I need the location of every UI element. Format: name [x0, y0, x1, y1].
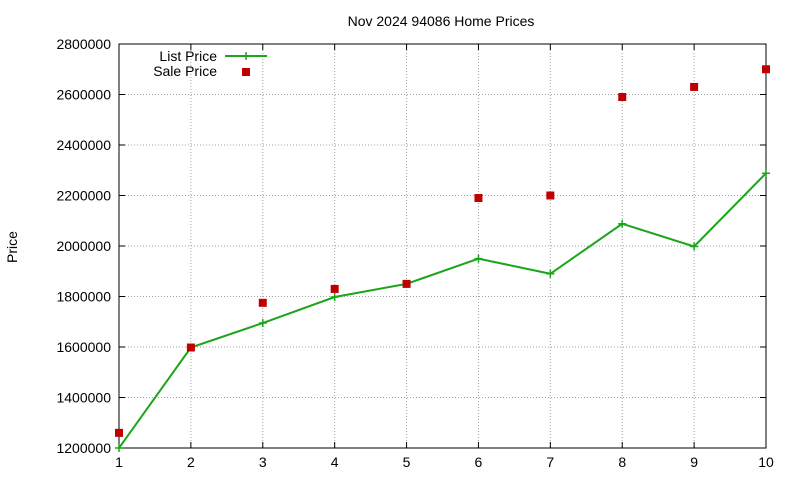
y-tick-label: 2000000 [56, 238, 111, 254]
y-tick-label: 1200000 [56, 440, 111, 456]
x-tick-label: 2 [187, 454, 195, 470]
tick-layer: 1 2 3 4 5 6 7 8 9 10 1200000 1400000 1600000 1800000 2… [56, 36, 774, 470]
y-axis-label: Price [4, 231, 20, 263]
y-tick-label: 1600000 [56, 339, 111, 355]
x-tick-label: 8 [618, 454, 626, 470]
list-price-point [258, 319, 267, 328]
sale-price-point [546, 191, 555, 200]
x-tick-label: 5 [403, 454, 411, 470]
legend: List Price Sale Price [153, 48, 267, 79]
y-tick-label: 1400000 [56, 390, 111, 406]
y-tick-label: 2200000 [56, 188, 111, 204]
sale-price-point [618, 93, 627, 102]
sale-price-point [762, 65, 770, 74]
x-tick-label: 1 [115, 454, 123, 470]
grid-layer [119, 44, 766, 448]
list-price-point [690, 242, 699, 251]
x-tick-label: 10 [758, 454, 774, 470]
sale-price-point [186, 343, 195, 352]
legend-label-sale-price: Sale Price [153, 63, 217, 79]
sale-price-point [115, 428, 123, 437]
x-tick-label: 4 [331, 454, 339, 470]
y-tick-label: 2800000 [56, 36, 111, 52]
legend-label-list-price: List Price [159, 48, 217, 64]
sale-price-point [474, 194, 483, 203]
sale-price-point [258, 298, 267, 307]
x-tick-label: 3 [259, 454, 267, 470]
list-price-point [330, 293, 339, 302]
list-price-point [762, 169, 770, 178]
x-tick-label: 7 [546, 454, 554, 470]
list-price-line [118, 172, 767, 449]
sale-price-point [330, 284, 339, 293]
y-tick-label: 2400000 [56, 137, 111, 153]
list-price-point [546, 269, 555, 278]
y-tick-label: 2600000 [56, 87, 111, 103]
x-tick-label: 6 [475, 454, 483, 470]
sale-price-point [690, 82, 699, 91]
list-price-point [474, 254, 483, 263]
y-tick-label: 1800000 [56, 289, 111, 305]
sale-price-point [402, 279, 411, 288]
legend-marker-list-price [242, 52, 250, 60]
x-tick-label: 9 [690, 454, 698, 470]
list-price-point [618, 219, 627, 228]
legend-swatch-sale-price [242, 68, 250, 76]
chart-title: Nov 2024 94086 Home Prices [348, 13, 535, 29]
series-layer [115, 65, 770, 452]
list-price-point [115, 444, 123, 452]
